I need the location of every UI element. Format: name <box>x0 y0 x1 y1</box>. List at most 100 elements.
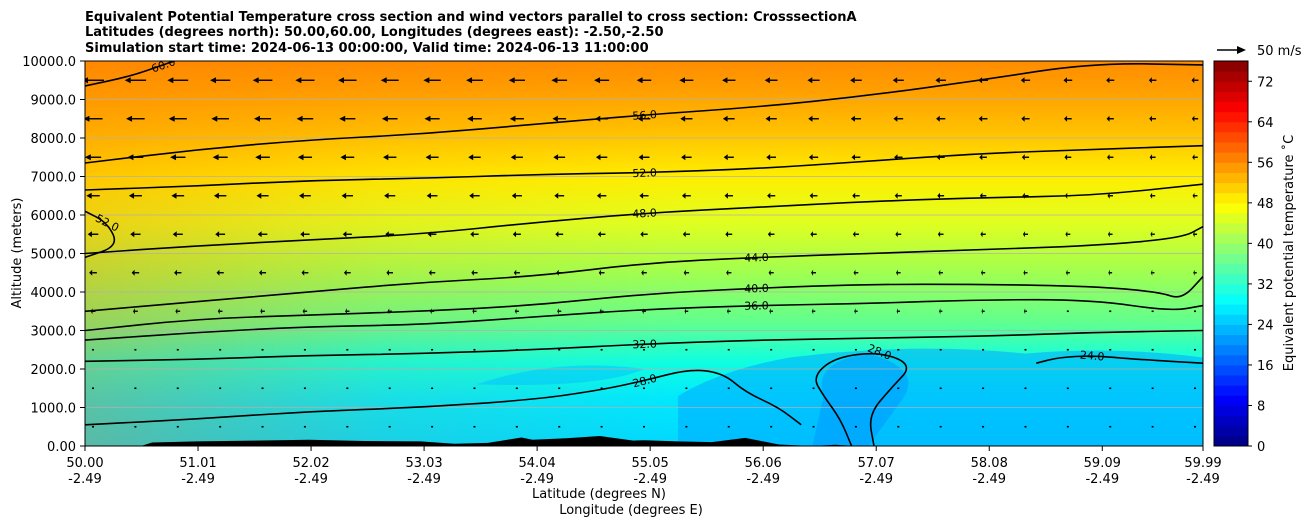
wind-vector <box>681 154 692 161</box>
colorbar-label: Equivalent potential temperature ˚C <box>1281 135 1297 371</box>
wind-vector <box>770 387 773 390</box>
x-tick-lon-2: -2.49 <box>294 472 328 487</box>
wind-vector <box>938 269 943 276</box>
wind-vector <box>85 154 102 161</box>
wind-vector <box>1022 231 1029 238</box>
svg-text:28.0: 28.0 <box>631 372 658 391</box>
wind-vector <box>850 115 862 122</box>
colorbar-swatch <box>1214 283 1248 295</box>
wind-vector <box>1194 425 1196 428</box>
svg-text:24.0: 24.0 <box>1079 349 1105 364</box>
wind-vector <box>295 77 315 84</box>
wind-vector <box>1194 387 1196 390</box>
wind-vector <box>382 154 397 161</box>
wind-vector <box>939 425 942 428</box>
wind-vector <box>937 192 945 199</box>
wind-vector <box>637 115 651 122</box>
colorbar-swatch <box>1214 101 1248 113</box>
chart-title-line-3: Simulation start time: 2024-06-13 00:00:… <box>85 41 649 56</box>
wind-vector <box>939 348 942 351</box>
colorbar-swatch <box>1214 131 1248 143</box>
wind-vector <box>217 308 223 315</box>
wind-vector <box>767 231 775 238</box>
wind-vector <box>939 387 942 390</box>
wind-vector <box>770 425 773 428</box>
x-tick-lat-9: 59.09 <box>1084 456 1121 471</box>
wind-vector <box>554 192 565 199</box>
wind-vector <box>168 115 187 122</box>
wind-vector <box>509 115 524 122</box>
wind-vector <box>1151 348 1154 351</box>
colorbar-swatch <box>1214 111 1248 123</box>
colorbar-tick-label-5: 40 <box>1257 237 1274 252</box>
wind-vector <box>1149 115 1157 122</box>
wind-vector <box>685 425 688 428</box>
colorbar-tick-label-6: 48 <box>1257 197 1274 212</box>
wind-vector <box>558 425 561 428</box>
wind-vector <box>338 77 357 84</box>
wind-vector <box>596 192 607 199</box>
wind-vector <box>134 348 137 351</box>
colorbar-swatch <box>1214 121 1248 133</box>
wind-vector <box>212 154 228 161</box>
wind-vector <box>132 308 138 315</box>
wind-vector <box>1107 192 1113 199</box>
wind-vector <box>854 425 857 428</box>
contour-48-7 <box>85 183 1203 255</box>
contour-label: 56.0 <box>632 108 657 123</box>
wind-vector <box>300 231 310 238</box>
colorbar-swatch <box>1214 61 1248 72</box>
wind-vector <box>597 231 606 238</box>
wind-vector <box>685 348 688 351</box>
wind-vector <box>431 348 434 351</box>
x-tick-lat-3: 53.03 <box>405 456 442 471</box>
wind-vector <box>1109 348 1112 351</box>
wind-vector <box>171 192 185 199</box>
wind-vector <box>259 269 267 276</box>
svg-text:56.0: 56.0 <box>632 108 657 123</box>
contour-28-2 <box>815 352 908 446</box>
wind-vector <box>341 192 354 199</box>
wind-vector <box>808 154 819 161</box>
x-tick-lon-3: -2.49 <box>407 472 441 487</box>
y-tick-label-10: 10000.0 <box>22 55 76 70</box>
wind-vector <box>1066 387 1069 390</box>
wind-vector <box>343 269 351 276</box>
wind-vector <box>641 269 647 276</box>
x-tick-lon-1: -2.49 <box>181 472 215 487</box>
contour-52-8 <box>85 144 1203 191</box>
wind-vector <box>600 348 603 351</box>
wind-vector <box>600 387 603 390</box>
wind-vector <box>765 115 777 122</box>
wind-vector <box>982 425 985 428</box>
contour-44-6 <box>85 225 1203 313</box>
colorbar-swatch <box>1214 385 1248 396</box>
wind-vector <box>807 77 820 84</box>
contour-lines: 24.028.028.032.036.040.044.048.052.052.0… <box>85 61 1203 446</box>
wind-vector <box>515 387 518 390</box>
wind-vector <box>473 387 476 390</box>
wind-vector <box>1108 269 1113 276</box>
colorbar-swatch <box>1214 192 1248 204</box>
wind-vector <box>1023 308 1027 315</box>
wind-vector <box>219 425 222 428</box>
wind-vector <box>1066 348 1069 351</box>
svg-text:48.0: 48.0 <box>632 206 657 220</box>
wind-vector <box>1021 154 1030 161</box>
wind-vector <box>1151 425 1154 428</box>
wind-vector <box>1151 310 1154 313</box>
wind-vector <box>381 115 398 122</box>
colorbar-swatch <box>1214 243 1248 254</box>
wind-vector <box>297 154 313 161</box>
wind-vector <box>89 269 97 276</box>
contour-label: 32.0 <box>632 338 657 352</box>
colorbar-tick-label-8: 64 <box>1257 116 1274 131</box>
svg-text:52.0: 52.0 <box>632 166 657 180</box>
wind-vector <box>303 387 306 390</box>
y-tick-label-1: 1000.0 <box>31 402 77 417</box>
wind-vector <box>553 154 566 161</box>
wind-vector <box>896 308 900 315</box>
wind-vector <box>982 348 985 351</box>
colorbar-swatch <box>1214 202 1248 214</box>
x-tick-lat-0: 50.00 <box>66 456 103 471</box>
